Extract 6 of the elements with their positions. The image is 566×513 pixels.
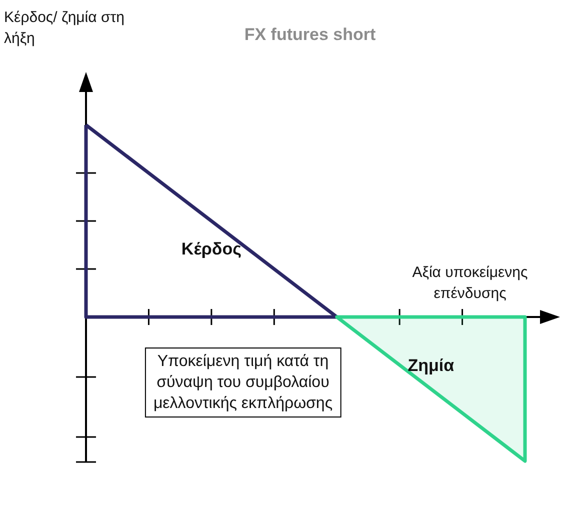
x-axis-title: Αξία υποκείμενης επένδυσης bbox=[412, 264, 528, 302]
annotation: Υποκείμενη τιμή κατά τη σύναψη του συμβολαίου μελλοντικής εκπλήρωσης bbox=[153, 353, 333, 412]
text: Κέρδος/ ζημία στη λήξη bbox=[4, 9, 125, 47]
series-label: Κέρδος bbox=[181, 239, 242, 258]
series-label: Ζημία bbox=[408, 356, 455, 375]
chart-title: FX futures short bbox=[244, 25, 376, 44]
